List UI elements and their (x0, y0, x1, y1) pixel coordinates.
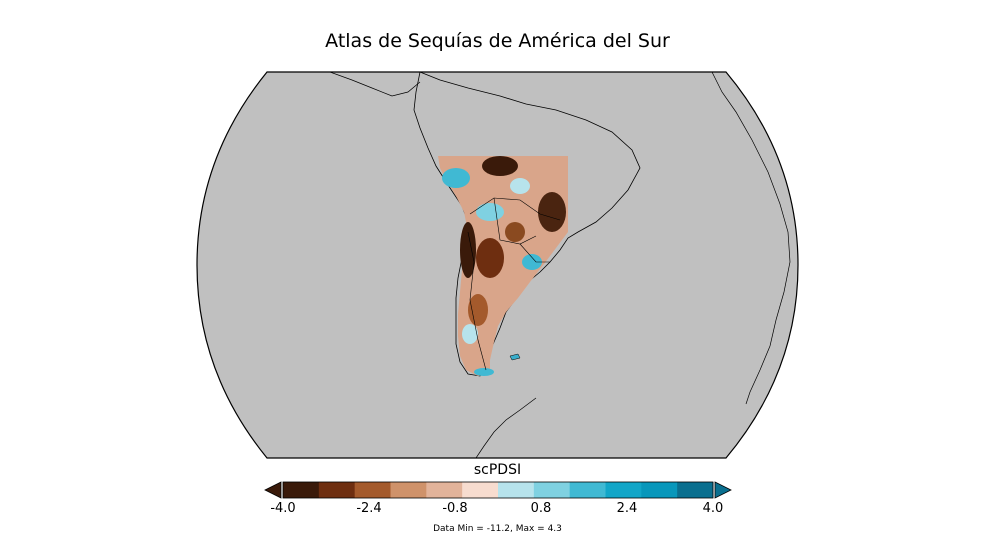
field-dry-east (538, 192, 566, 232)
field-dry-andes (460, 222, 476, 278)
field-dry-centre (476, 238, 504, 278)
africa-coastline (711, 72, 791, 405)
colorbar-label: scPDSI (473, 462, 522, 478)
colorbar-extend-high (714, 481, 732, 499)
colorbar-bin (318, 482, 356, 498)
colorbar-bin (641, 482, 678, 498)
colorbar-outline (282, 481, 714, 499)
colorbar-tick-label: 4.0 (702, 501, 724, 516)
field-wet-tip (474, 368, 494, 376)
colorbar-bin (390, 482, 427, 498)
map-title: Atlas de Sequías de América del Sur (325, 30, 670, 52)
data-range-note: Data Min = -11.2, Max = 4.3 (433, 524, 562, 534)
field-wet-bolivia (476, 203, 504, 221)
colorbar-tick-label: 0.8 (530, 501, 552, 516)
colorbar-tick-label: -4.0 (270, 501, 296, 516)
colorbar-bin (283, 482, 320, 498)
field-dry-south (468, 294, 488, 326)
colorbar-tick-label: 2.4 (616, 501, 638, 516)
colorbar-tick-label: -2.4 (356, 501, 382, 516)
field-wet-north (510, 178, 530, 194)
field-wet-patagonia (462, 324, 478, 344)
colorbar-tick-label: -0.8 (442, 501, 468, 516)
colorbar-extend-low (264, 481, 282, 499)
antarctic-peninsula-coastline (475, 397, 537, 458)
colorbar-bin (605, 482, 642, 498)
colorbar-bin (462, 482, 499, 498)
central-america-coastline (329, 72, 421, 97)
field-wet-pampas (522, 254, 542, 270)
field-dry-core-north (482, 156, 518, 176)
colorbar-bin (426, 482, 463, 498)
colorbar-bin (569, 482, 606, 498)
colorbar-bin (354, 482, 391, 498)
country-borders (467, 197, 561, 371)
colorbar-bin (533, 482, 571, 498)
falkland-islands (509, 353, 521, 361)
colorbar (264, 481, 732, 499)
colorbar-bin (677, 482, 714, 498)
field-dry-mid (505, 222, 525, 242)
field-wet-west (442, 168, 470, 188)
colorbar-bin (498, 482, 535, 498)
